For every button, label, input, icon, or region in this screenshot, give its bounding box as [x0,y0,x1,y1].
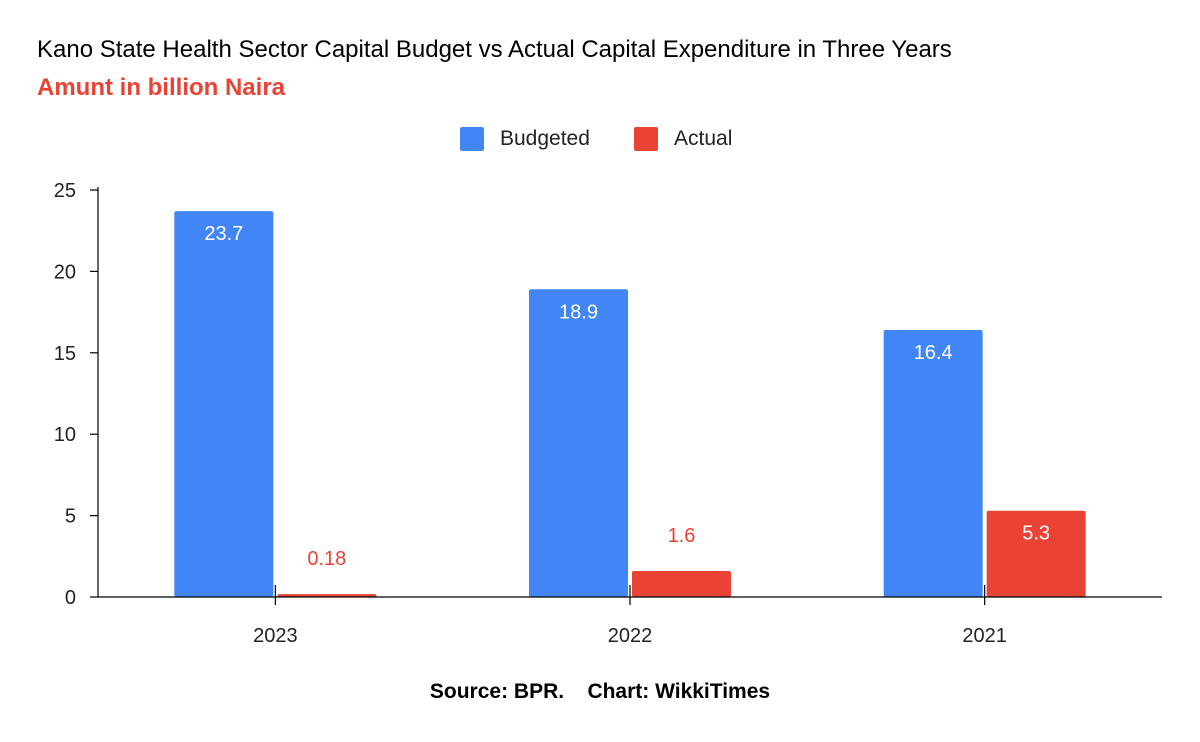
bar-actual-2022 [632,570,731,597]
y-tick-label: 25 [54,180,76,202]
legend-swatch-budgeted [460,127,484,151]
chart-subtitle: Amunt in billion Naira [37,74,286,101]
legend: Budgeted Actual [0,127,1200,155]
y-tick-label: 10 [54,424,76,446]
chart-footer: Source: BPR. Chart: WikkiTimes [0,680,1200,704]
y-tick-label: 0 [65,587,76,609]
source-note: Source: BPR. [429,680,565,703]
data-label-actual-2022: 1.6 [668,525,696,547]
x-tick-label: 2022 [608,625,653,647]
y-tick-label: 5 [65,506,76,528]
bar-actual-2023 [277,594,377,597]
data-label-budgeted-2021: 16.4 [914,342,953,364]
y-tick-label: 20 [54,261,76,283]
data-label-actual-2021: 5.3 [1022,523,1050,545]
bar-actual-2021 [986,510,1086,597]
y-tick-label: 15 [54,343,76,365]
data-label-budgeted-2023: 23.7 [204,223,243,245]
bar-budgeted-2021 [883,330,983,597]
bar-budgeted-2022 [529,289,628,597]
x-tick-label: 2023 [253,625,298,647]
legend-item-budgeted: Budgeted [460,127,590,151]
chart-title: Kano State Health Sector Capital Budget … [37,36,952,63]
chart-credit: Chart: WikkiTimes [587,680,771,703]
legend-label-budgeted: Budgeted [500,127,590,150]
data-label-budgeted-2022: 18.9 [559,301,598,323]
data-label-actual-2023: 0.18 [307,548,346,570]
x-tick-label: 2021 [962,625,1007,647]
bar-budgeted-2023 [174,211,274,597]
legend-label-actual: Actual [674,127,733,150]
legend-swatch-actual [634,127,658,151]
legend-item-actual: Actual [634,127,732,151]
